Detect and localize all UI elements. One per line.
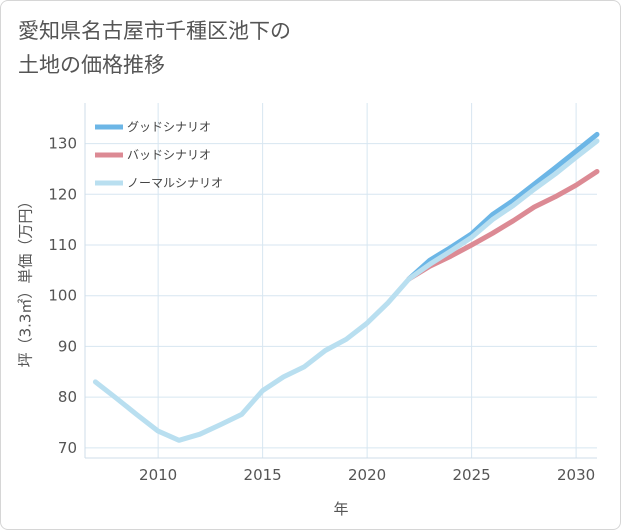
grid (85, 103, 597, 458)
legend-label: バッドシナリオ (127, 148, 211, 162)
y-tick-label: 110 (48, 236, 77, 254)
y-tick-label: 70 (58, 439, 77, 457)
x-tick-label: 2015 (244, 466, 282, 484)
x-tick-label: 2030 (557, 466, 595, 484)
axes: 70 80 90 100 110 120 130 2010 2015 2020 2025 2030 (48, 103, 597, 484)
y-tick-label: 90 (58, 337, 77, 355)
x-tick-label: 2020 (348, 466, 386, 484)
y-axis-title: 坪（3.3㎡）単価（万円） (17, 194, 35, 368)
x-tick-label: 2010 (139, 466, 177, 484)
chart-title-line-2: 土地の価格推移 (18, 53, 165, 77)
x-axis-title: 年 (333, 500, 348, 518)
x-tick-label: 2025 (453, 466, 491, 484)
y-tick-label: 100 (48, 287, 77, 305)
series-line-1 (406, 131, 600, 282)
y-tick-label: 80 (58, 388, 77, 406)
chart-title: 愛知県名古屋市千種区池下の 土地の価格推移 (18, 14, 291, 82)
chart-title-line-1: 愛知県名古屋市千種区池下の (18, 19, 291, 43)
series-line-3 (92, 138, 600, 443)
y-tick-label: 130 (48, 135, 77, 153)
series-layer (92, 131, 600, 443)
legend-label: ノーマルシナリオ (127, 176, 223, 190)
series-line-2 (406, 169, 600, 282)
y-tick-label: 120 (48, 185, 77, 203)
legend-label: グッドシナリオ (127, 120, 211, 134)
